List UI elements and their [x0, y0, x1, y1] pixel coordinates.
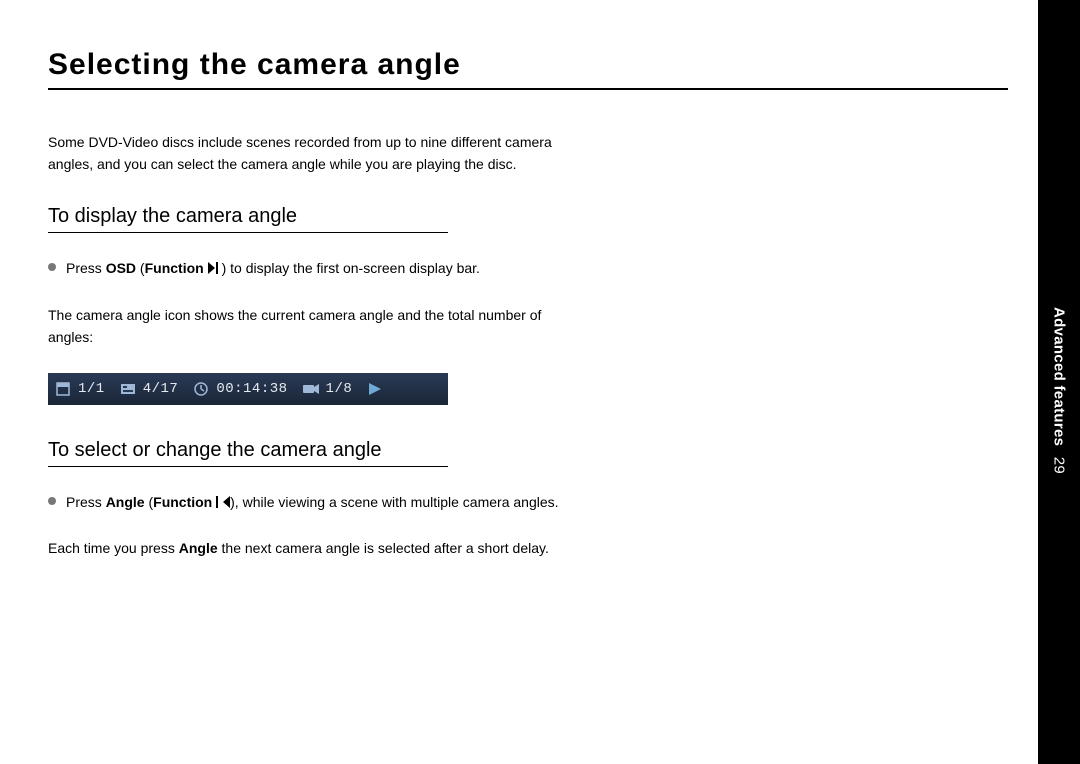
- function-key-label: Function: [145, 260, 204, 276]
- camera-angle-icon: [302, 380, 320, 398]
- subheading-display-angle: To display the camera angle: [48, 205, 448, 233]
- page-number: 29: [1051, 457, 1068, 474]
- bullet-osd-instruction: Press OSD (Function ) to display the fir…: [48, 257, 578, 279]
- chapter-icon: [119, 380, 137, 398]
- osd-title-value: 1/1: [78, 381, 113, 397]
- osd-time-value: 00:14:38: [216, 381, 295, 397]
- skip-back-icon: [216, 492, 230, 504]
- manual-page: Advanced features 29 Selecting the camer…: [0, 0, 1080, 764]
- section-tab: Advanced features 29: [1038, 0, 1080, 764]
- content-area: Selecting the camera angle Some DVD-Vide…: [48, 48, 1008, 583]
- skip-forward-icon: [208, 258, 222, 270]
- text-fragment: (: [145, 494, 154, 510]
- text-fragment: Press: [66, 494, 106, 510]
- text-fragment: Each time you press: [48, 540, 179, 556]
- clock-icon: [192, 380, 210, 398]
- section-name: Advanced features: [1051, 307, 1068, 446]
- osd-angle-value: 1/8: [326, 381, 361, 397]
- osd-explanation-paragraph: The camera angle icon shows the current …: [48, 304, 578, 349]
- section-tab-label: Advanced features 29: [1051, 307, 1068, 474]
- page-title: Selecting the camera angle: [48, 48, 1008, 90]
- function-key-label: Function: [153, 494, 212, 510]
- angle-explanation-paragraph: Each time you press Angle the next camer…: [48, 537, 578, 559]
- osd-key-label: OSD: [106, 260, 136, 276]
- text-fragment: Press: [66, 260, 106, 276]
- text-fragment: ), while viewing a scene with multiple c…: [230, 494, 558, 510]
- text-fragment: (: [136, 260, 145, 276]
- subheading-select-angle: To select or change the camera angle: [48, 439, 448, 467]
- title-icon: [54, 380, 72, 398]
- osd-bar-screenshot: 1/1 4/17 00:14:38 1/8: [48, 373, 448, 405]
- text-fragment: the next camera angle is selected after …: [218, 540, 549, 556]
- left-column: Some DVD-Video discs include scenes reco…: [48, 132, 578, 559]
- angle-key-label: Angle: [106, 494, 145, 510]
- intro-paragraph: Some DVD-Video discs include scenes reco…: [48, 132, 578, 175]
- play-icon: [366, 380, 384, 398]
- bullet-angle-instruction: Press Angle (Function ), while viewing a…: [48, 491, 578, 513]
- angle-key-label: Angle: [179, 540, 218, 556]
- osd-chapter-value: 4/17: [143, 381, 187, 397]
- text-fragment: ) to display the first on-screen display…: [222, 260, 480, 276]
